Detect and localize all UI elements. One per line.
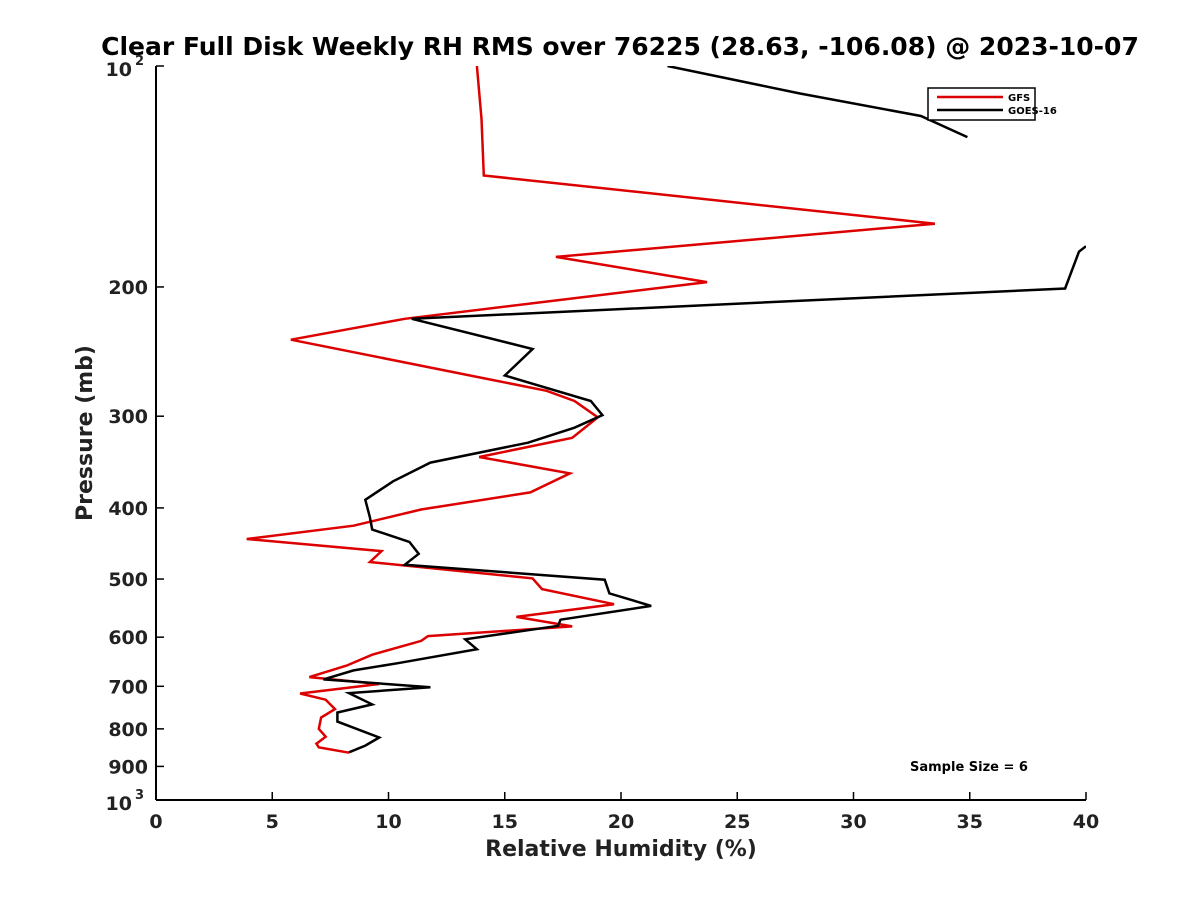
y-tick-base: 10	[106, 793, 132, 815]
x-tick-label: 20	[608, 811, 634, 833]
x-tick-label: 25	[724, 811, 750, 833]
legend-gfs-label: GFS	[1008, 93, 1030, 104]
y-tick-label: 500	[108, 569, 148, 591]
x-tick-label: 40	[1073, 811, 1099, 833]
y-tick-label-power: 10 3	[106, 788, 144, 815]
y-tick-label: 600	[108, 627, 148, 649]
legend-box	[927, 87, 1036, 121]
y-tick-label: 300	[108, 406, 148, 428]
y-tick-label: 200	[108, 277, 148, 299]
x-tick-label: 5	[266, 811, 279, 833]
y-tick-base: 10	[106, 59, 132, 81]
y-tick-label-power: 10 2	[106, 54, 144, 81]
legend: GFS GOES-16	[927, 87, 1057, 121]
series-goes-16-upper-line	[667, 66, 968, 139]
chart-title: Clear Full Disk Weekly RH RMS over 76225…	[101, 32, 1139, 61]
x-tick-label: 0	[149, 811, 162, 833]
x-tick-label: 35	[957, 811, 983, 833]
x-tick-label: 10	[375, 811, 401, 833]
y-axis-label: Pressure (mb)	[73, 345, 98, 521]
legend-goes16-label: GOES-16	[1008, 106, 1057, 117]
y-tick-label: 400	[108, 498, 148, 520]
series-goes-16-line	[323, 245, 1086, 754]
series-gfs-line	[246, 66, 936, 754]
x-tick-label: 15	[492, 811, 518, 833]
y-tick-exponent: 3	[135, 788, 144, 803]
y-tick-label: 700	[108, 676, 148, 698]
y-tick-label: 900	[108, 756, 148, 778]
plot-frame	[156, 66, 1086, 800]
x-axis-label: Relative Humidity (%)	[485, 837, 757, 862]
x-tick-label: 30	[840, 811, 866, 833]
y-tick-label: 800	[108, 719, 148, 741]
y-tick-exponent: 2	[135, 54, 144, 69]
sample-size-annotation: Sample Size = 6	[910, 760, 1028, 775]
